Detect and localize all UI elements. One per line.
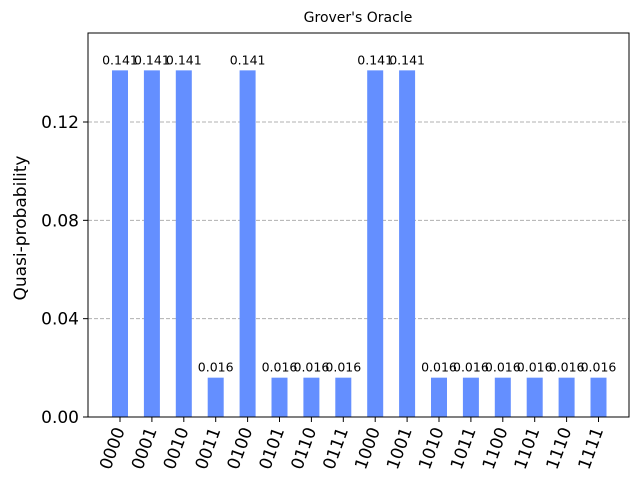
bar-1000 <box>367 70 384 417</box>
x-tick-label-1100: 1100 <box>479 425 513 472</box>
chart-title: Grover's Oracle <box>304 10 413 26</box>
y-ticks: 0.00 0.04 0.08 0.12 <box>41 113 88 428</box>
x-tick-label-1110: 1110 <box>543 425 577 472</box>
data-label-0010: 0.141 <box>166 52 202 67</box>
bar-0110 <box>303 377 320 417</box>
bar-0000 <box>112 70 128 417</box>
data-label-0011: 0.016 <box>198 360 234 375</box>
x-tick-label-1111: 1111 <box>575 425 609 472</box>
y-tick-label: 0.04 <box>41 310 79 330</box>
data-label-0101: 0.016 <box>262 360 298 375</box>
bar-1111 <box>590 377 607 417</box>
data-label-0001: 0.141 <box>134 52 170 67</box>
data-label-1101: 0.016 <box>517 360 553 375</box>
x-tick-label-1011: 1011 <box>447 425 481 472</box>
bar-0001 <box>143 70 160 417</box>
bar-0011 <box>207 377 224 417</box>
x-tick-label-0110: 0110 <box>288 425 322 472</box>
x-tick-label-1001: 1001 <box>383 425 417 472</box>
x-tick-label-0010: 0010 <box>160 425 194 472</box>
bar-0010 <box>175 70 192 417</box>
x-tick-label-1101: 1101 <box>511 425 545 472</box>
y-axis-label: Quasi-probability <box>11 156 31 301</box>
gridlines <box>88 121 629 320</box>
data-label-0100: 0.141 <box>230 52 266 67</box>
data-label-1100: 0.016 <box>485 360 521 375</box>
x-ticks: 0000000100100011010001010110011110001001… <box>96 417 608 472</box>
data-label-0110: 0.016 <box>294 360 330 375</box>
y-tick-label: 0.00 <box>41 408 79 428</box>
bar-1101 <box>526 377 543 417</box>
y-tick-label: 0.08 <box>41 211 79 231</box>
data-label-1111: 0.016 <box>581 360 617 375</box>
x-tick-label-0111: 0111 <box>319 425 353 472</box>
x-tick-label-1000: 1000 <box>351 425 385 472</box>
data-labels: 0.1410.1410.1410.0160.1410.0160.0160.016… <box>102 52 616 374</box>
y-tick-label: 0.12 <box>41 113 79 133</box>
bar-1011 <box>462 377 479 417</box>
data-label-1011: 0.016 <box>453 360 489 375</box>
bar-1100 <box>494 377 511 417</box>
bar-1110 <box>558 377 575 417</box>
data-label-0000: 0.141 <box>102 52 138 67</box>
data-label-1000: 0.141 <box>357 52 393 67</box>
bar-0111 <box>335 377 352 417</box>
data-label-1001: 0.141 <box>389 52 425 67</box>
x-tick-label-0001: 0001 <box>128 425 162 472</box>
x-tick-label-0000: 0000 <box>96 425 130 472</box>
x-tick-label-0101: 0101 <box>256 425 290 472</box>
x-tick-label-0100: 0100 <box>224 425 258 472</box>
bar-1001 <box>399 70 416 417</box>
x-tick-label-0011: 0011 <box>192 425 226 472</box>
bar-1010 <box>431 377 447 417</box>
data-label-0111: 0.016 <box>325 360 361 375</box>
data-label-1010: 0.016 <box>421 360 457 375</box>
bar-0101 <box>271 377 288 417</box>
data-label-1110: 0.016 <box>549 360 585 375</box>
x-tick-label-1010: 1010 <box>415 425 449 472</box>
bar-0100 <box>239 70 256 417</box>
bars <box>112 70 607 417</box>
plot-frame <box>87 32 630 418</box>
